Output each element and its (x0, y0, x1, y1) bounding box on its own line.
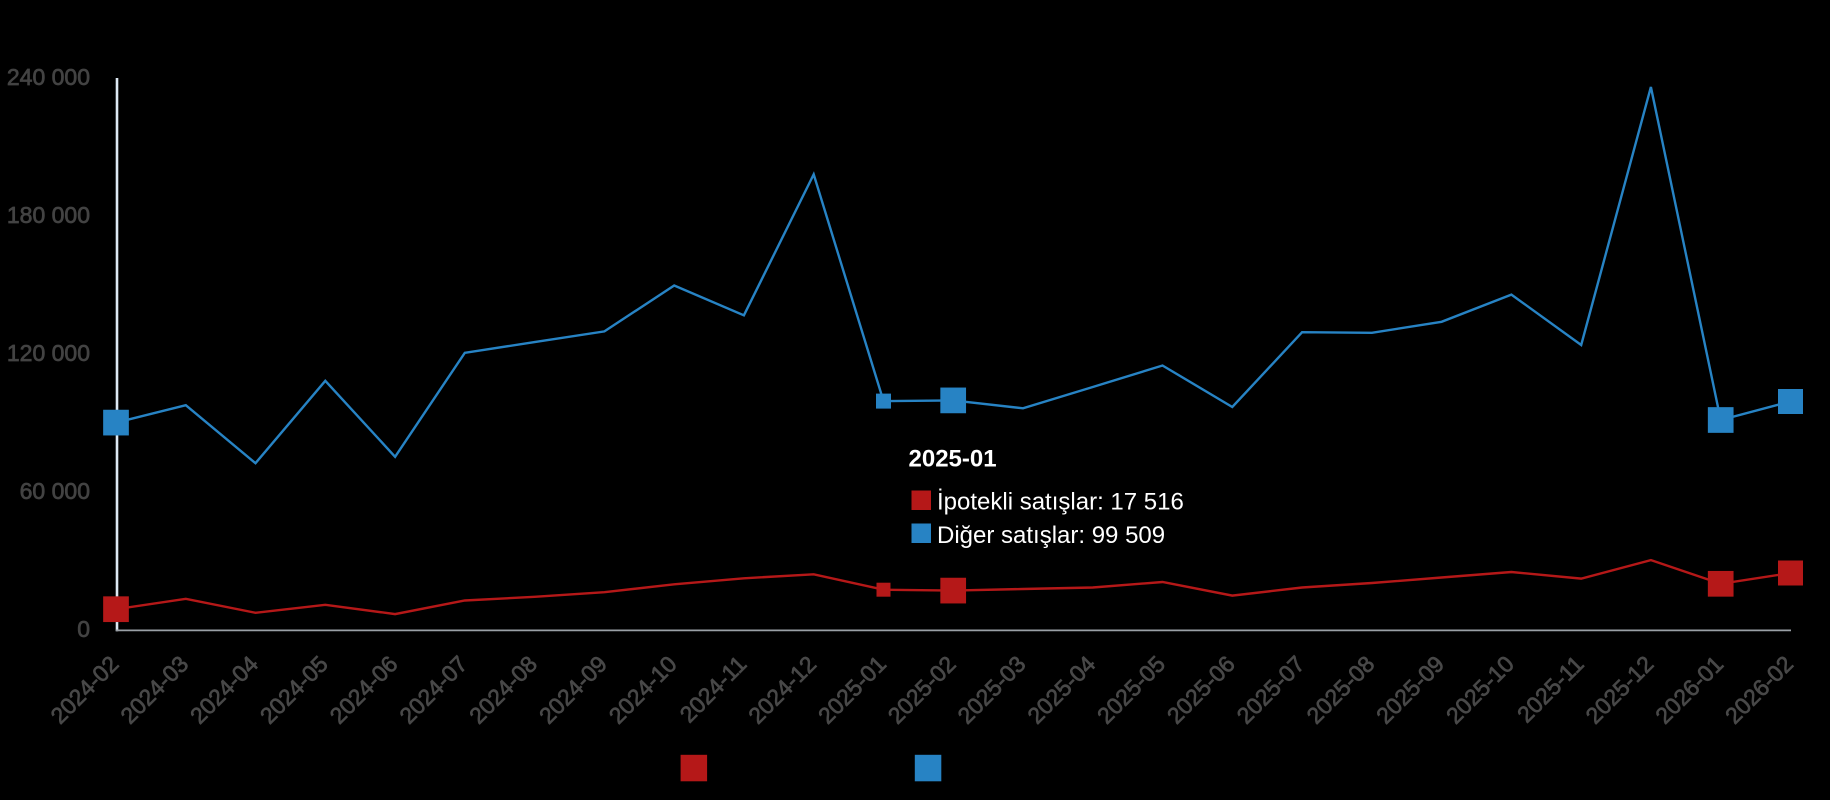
svg-text:60 000: 60 000 (20, 478, 90, 504)
svg-text:180 000: 180 000 (7, 202, 90, 228)
svg-text:İpotekli satışlar: 17 516: İpotekli satışlar: 17 516 (937, 489, 1184, 516)
svg-text:2025-01: 2025-01 (909, 446, 997, 473)
svg-text:120 000: 120 000 (7, 340, 90, 366)
svg-text:Diğer satışlar: 99 509: Diğer satışlar: 99 509 (937, 522, 1165, 549)
svg-text:240 000: 240 000 (7, 64, 90, 90)
svg-text:0: 0 (77, 616, 90, 642)
